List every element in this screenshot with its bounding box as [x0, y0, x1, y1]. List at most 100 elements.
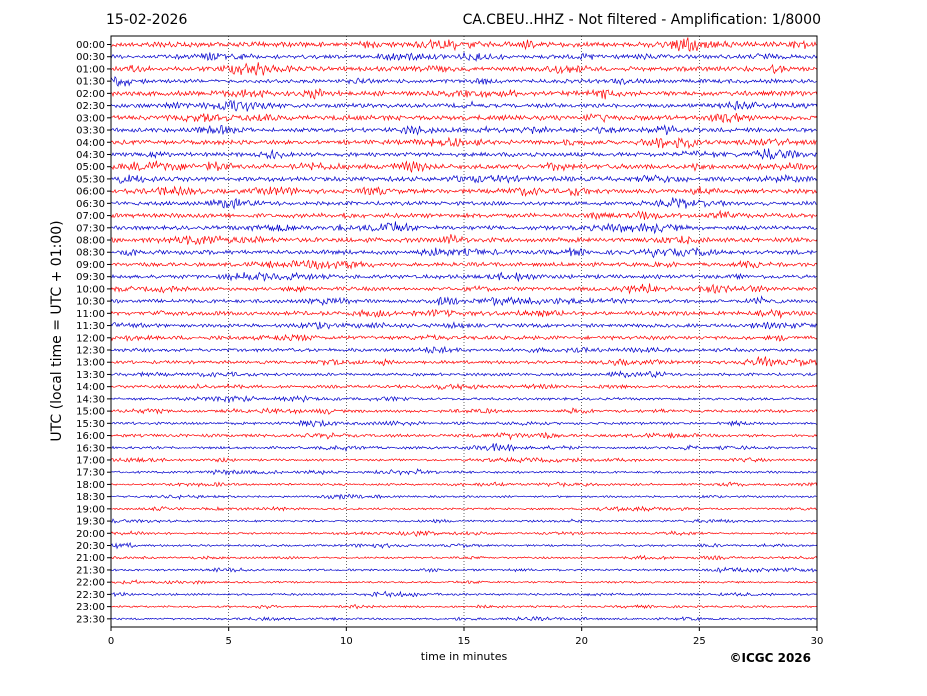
plot-frame	[110, 35, 818, 628]
y-tick-label: 00:00	[76, 40, 105, 51]
y-tick-label: 18:00	[76, 480, 105, 491]
x-tick-label: 15	[458, 636, 471, 647]
trace-15-30	[110, 419, 818, 428]
trace-12-00	[110, 333, 818, 342]
y-tick-label: 08:00	[76, 236, 105, 247]
trace-02-00	[110, 88, 818, 100]
trace-06-00	[110, 185, 818, 197]
trace-16-30	[110, 442, 818, 452]
y-tick-label: 01:30	[76, 77, 105, 88]
trace-23-30	[110, 616, 818, 622]
trace-13-30	[110, 370, 818, 379]
trace-18-00	[110, 481, 818, 488]
trace-08-00	[110, 234, 818, 246]
trace-03-30	[110, 124, 818, 136]
y-tick-label: 09:00	[76, 260, 105, 271]
y-tick-label: 02:00	[76, 89, 105, 100]
trace-17-30	[110, 468, 818, 476]
plot-date: 15-02-2026	[106, 12, 188, 28]
y-tick-label: 02:30	[76, 101, 105, 112]
y-tick-label: 21:30	[76, 565, 105, 576]
y-tick-label: 11:30	[76, 321, 105, 332]
trace-05-00	[110, 160, 818, 173]
y-tick-label: 15:00	[76, 407, 105, 418]
trace-10-00	[110, 283, 818, 295]
y-tick-label: 17:00	[76, 455, 105, 466]
y-tick-label: 20:00	[76, 529, 105, 540]
y-tick-label: 19:30	[76, 517, 105, 528]
y-tick-label: 01:00	[76, 64, 105, 75]
trace-01-00	[110, 62, 818, 76]
y-tick-label: 20:30	[76, 541, 105, 552]
trace-13-00	[110, 355, 818, 367]
y-tick-label: 08:30	[76, 248, 105, 259]
y-axis-label: UTC (local time = UTC + 01:00)	[49, 220, 65, 442]
y-tick-label: 03:00	[76, 113, 105, 124]
trace-11-30	[110, 321, 818, 330]
y-tick-label: 05:00	[76, 162, 105, 173]
trace-19-00	[110, 505, 818, 512]
y-tick-label: 07:00	[76, 211, 105, 222]
trace-22-00	[110, 579, 818, 585]
y-tick-label: 00:30	[76, 52, 105, 63]
y-tick-label: 06:00	[76, 187, 105, 198]
trace-07-30	[110, 221, 818, 235]
trace-02-30	[110, 99, 818, 112]
trace-11-00	[110, 308, 818, 320]
x-tick-label: 5	[225, 636, 231, 647]
y-tick-label: 06:30	[76, 199, 105, 210]
trace-21-30	[110, 566, 818, 574]
x-tick-label: 20	[575, 636, 588, 647]
y-tick-label: 12:30	[76, 346, 105, 357]
y-tick-label: 07:30	[76, 223, 105, 234]
trace-12-30	[110, 345, 818, 355]
trace-23-00	[110, 603, 818, 610]
y-tick-label: 23:00	[76, 602, 105, 613]
x-tick-label: 30	[811, 636, 824, 647]
trace-20-30	[110, 542, 818, 550]
trace-22-30	[110, 590, 818, 599]
y-tick-label: 18:30	[76, 492, 105, 503]
y-tick-label: 11:00	[76, 309, 105, 320]
x-tick-label: 25	[693, 636, 706, 647]
y-tick-label: 16:30	[76, 443, 105, 454]
trace-17-00	[110, 456, 818, 464]
trace-06-30	[110, 197, 818, 210]
copyright-notice: ©ICGC 2026	[729, 651, 811, 665]
y-tick-label: 10:30	[76, 297, 105, 308]
trace-00-30	[110, 52, 818, 62]
trace-15-00	[110, 407, 818, 415]
y-tick-label: 09:30	[76, 272, 105, 283]
trace-01-30	[110, 75, 818, 87]
y-tick-label: 04:00	[76, 138, 105, 149]
trace-05-30	[110, 173, 818, 184]
trace-09-00	[110, 259, 818, 270]
y-tick-label: 13:30	[76, 370, 105, 381]
y-tick-label: 15:30	[76, 419, 105, 430]
seismic-traces	[110, 37, 818, 622]
x-tick-label: 10	[340, 636, 353, 647]
trace-08-30	[110, 246, 818, 259]
trace-03-00	[110, 112, 818, 124]
x-axis-ticks: 0 5 10 15 20 25 30	[108, 627, 824, 647]
trace-18-30	[110, 493, 818, 501]
y-tick-label: 13:00	[76, 358, 105, 369]
station-title: CA.CBEU..HHZ - Not filtered - Amplificat…	[462, 12, 821, 28]
y-tick-label: 12:00	[76, 333, 105, 344]
y-tick-label: 16:00	[76, 431, 105, 442]
trace-10-30	[110, 295, 818, 307]
y-tick-label: 03:30	[76, 126, 105, 137]
trace-00-00	[110, 37, 818, 52]
y-tick-label: 17:30	[76, 468, 105, 479]
x-tick-label: 0	[108, 636, 114, 647]
y-tick-label: 22:30	[76, 590, 105, 601]
trace-07-00	[110, 209, 818, 221]
y-tick-label: 14:00	[76, 382, 105, 393]
trace-19-30	[110, 518, 818, 524]
y-tick-label: 21:00	[76, 553, 105, 564]
y-tick-label: 04:30	[76, 150, 105, 161]
trace-09-30	[110, 271, 818, 283]
y-tick-label: 23:30	[76, 614, 105, 625]
